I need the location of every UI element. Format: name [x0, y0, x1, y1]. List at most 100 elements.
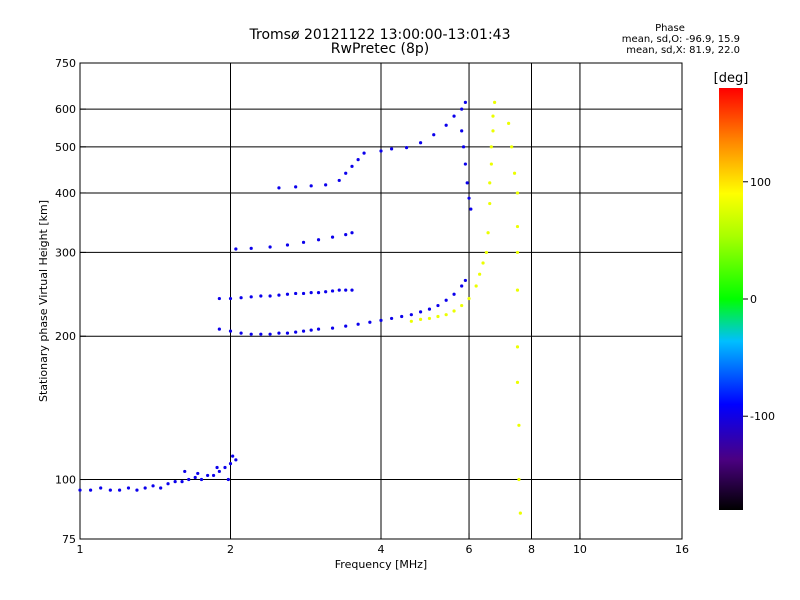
x-tick-label: 16	[675, 543, 689, 556]
axis-ticks: 1 2 4 6 8 10 16 75 100 200 300 400 500 600 750	[55, 57, 689, 556]
data-point	[515, 224, 520, 229]
data-point	[460, 129, 464, 133]
data-point	[460, 107, 464, 111]
data-point	[294, 330, 298, 334]
data-point	[231, 454, 235, 458]
data-point	[309, 291, 313, 295]
data-point	[126, 486, 131, 490]
data-point	[465, 181, 469, 185]
y-axis-label: Stationary phase Virtual Height [km]	[37, 200, 50, 402]
data-point	[452, 114, 456, 118]
data-point	[444, 298, 448, 302]
data-point	[444, 313, 448, 317]
colorbar-label: [deg]	[714, 71, 749, 86]
data-point	[217, 327, 221, 331]
data-point	[452, 292, 456, 296]
data-point	[368, 320, 372, 324]
data-point	[512, 171, 517, 175]
y-tick-label: 750	[55, 57, 76, 70]
data-point	[474, 284, 478, 288]
data-point	[108, 488, 112, 492]
data-point	[285, 331, 290, 335]
data-point	[489, 162, 493, 166]
data-point	[294, 185, 298, 189]
data-point	[444, 123, 448, 127]
data-point	[223, 465, 227, 470]
data-point	[379, 149, 383, 153]
data-point	[515, 380, 520, 384]
y-tick-label: 75	[62, 533, 76, 546]
x-tick-label: 1	[77, 543, 84, 556]
phase-stats-x: mean, sd,X: 81.9, 22.0	[626, 45, 740, 56]
data-point	[467, 196, 471, 200]
data-point	[135, 488, 139, 492]
data-point	[268, 245, 272, 249]
colorbar	[719, 88, 743, 510]
data-point	[461, 145, 466, 149]
y-tick-label: 100	[55, 474, 76, 487]
data-point	[463, 278, 467, 283]
data-point	[427, 307, 432, 311]
data-point	[493, 100, 497, 104]
data-point	[350, 231, 354, 235]
data-point	[166, 482, 170, 486]
phase-stats-header: Phase	[655, 23, 685, 34]
data-point	[404, 146, 409, 150]
colorbar-tick-label: -100	[750, 410, 775, 423]
data-point	[309, 328, 313, 332]
data-point	[228, 296, 233, 301]
data-point	[206, 473, 210, 478]
colorbar-ticks: 100 0 -100	[743, 176, 775, 423]
data-point	[389, 316, 394, 321]
data-point	[249, 295, 253, 299]
data-point	[418, 310, 423, 314]
data-point	[78, 488, 82, 492]
data-point	[234, 247, 238, 251]
data-point	[517, 477, 521, 482]
data-point	[463, 100, 467, 104]
data-point	[344, 171, 348, 175]
data-point	[249, 332, 253, 336]
data-point	[418, 141, 423, 145]
data-point	[356, 158, 360, 162]
data-point	[350, 164, 354, 168]
data-point	[309, 184, 313, 188]
chart-subtitle: RwPretec (8p)	[330, 41, 430, 57]
data-point	[337, 178, 341, 183]
data-point	[217, 296, 221, 301]
y-tick-label: 400	[55, 187, 76, 200]
data-point	[460, 284, 464, 288]
data-point	[515, 191, 520, 195]
data-point	[301, 329, 306, 333]
data-point	[211, 473, 216, 478]
data-point	[515, 250, 520, 255]
data-point	[259, 332, 263, 336]
data-point	[199, 477, 204, 482]
data-point	[409, 313, 413, 317]
data-point	[362, 151, 366, 155]
x-tick-label: 8	[528, 543, 535, 556]
data-point	[99, 486, 103, 490]
data-point	[409, 319, 413, 323]
data-point	[467, 296, 471, 301]
data-point	[180, 480, 184, 484]
data-point	[489, 145, 493, 149]
data-point	[488, 201, 492, 206]
data-point	[518, 511, 522, 515]
data-point	[215, 465, 219, 470]
data-point	[330, 326, 335, 330]
data-point	[316, 238, 321, 242]
y-tick-label: 200	[55, 330, 76, 343]
data-point	[400, 314, 404, 319]
data-point	[488, 181, 492, 185]
data-point	[228, 462, 233, 466]
data-point	[117, 488, 122, 492]
data-point	[193, 475, 197, 480]
data-point	[239, 296, 243, 300]
data-point	[436, 303, 440, 308]
data-point	[510, 145, 514, 149]
data-point	[183, 469, 187, 474]
data-point	[330, 289, 335, 293]
data-point	[344, 288, 348, 292]
data-point	[324, 183, 328, 187]
